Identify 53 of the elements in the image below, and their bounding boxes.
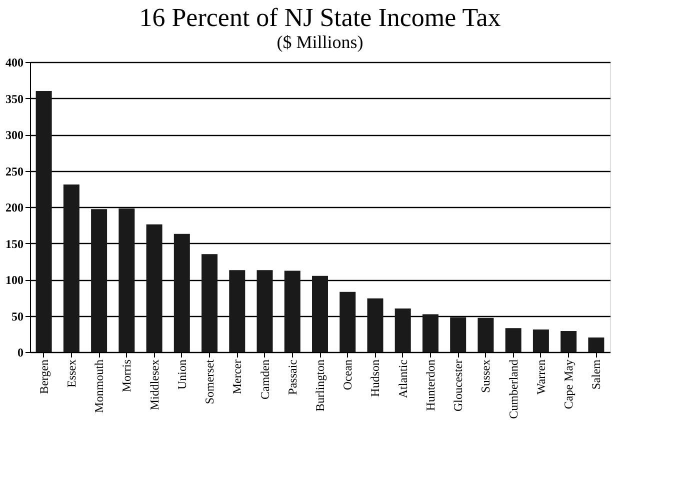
y-tick-label: 350 [6, 92, 24, 106]
y-tick-label: 100 [6, 273, 24, 287]
x-tick-label: Camden [258, 360, 272, 400]
bar [36, 91, 52, 352]
x-tick-label: Monmouth [92, 360, 106, 413]
bar [91, 209, 108, 352]
y-tick-label: 300 [6, 128, 24, 142]
bar [532, 330, 549, 352]
x-tick-label: Hunterdon [423, 360, 438, 411]
bar [505, 328, 522, 352]
bar [394, 308, 411, 352]
bar [560, 330, 577, 352]
x-tick-label: Somerset [202, 358, 217, 404]
x-tick-label: Atlantic [396, 360, 410, 398]
bar [588, 338, 604, 352]
y-tick-label: 50 [12, 309, 24, 324]
bar [340, 292, 356, 352]
bar [229, 270, 246, 352]
bar [118, 208, 135, 352]
y-tick-label: 400 [6, 56, 24, 70]
bar [478, 318, 494, 352]
x-tick-label: Mercer [230, 359, 244, 394]
chart-title: 16 Percent of NJ State Income Tax [139, 3, 501, 32]
x-tick-label: Ocean [340, 360, 355, 390]
bar [284, 270, 300, 352]
x-tick-label: Warren [534, 360, 548, 395]
bar [202, 254, 218, 352]
x-tick-label: Bergen [36, 360, 51, 394]
bar [422, 314, 438, 352]
x-tick-label: Burlington [313, 360, 327, 412]
x-tick-label: Passaic [285, 360, 300, 395]
x-tick-label: Essex [64, 360, 78, 388]
bar [367, 298, 384, 352]
x-tick-label: Union [174, 360, 189, 390]
bar [63, 184, 80, 352]
x-tick-label: Morris [120, 359, 134, 392]
y-tick-label: 150 [6, 236, 24, 251]
x-tick-label: Cumberland [506, 360, 520, 419]
y-tick-label: 200 [6, 200, 24, 214]
bar [256, 270, 273, 352]
x-tick-label: Middlesex [147, 360, 162, 410]
y-tick-label: 0 [18, 346, 24, 360]
x-tick-label: Sussex [478, 360, 493, 393]
x-tick-label: Cape May [562, 360, 576, 410]
x-tick-label: Salem [589, 358, 604, 390]
bar [450, 317, 466, 352]
bar [174, 234, 190, 352]
chart-subtitle: ($ Millions) [276, 32, 364, 52]
x-tick-label: Hudson [368, 360, 382, 397]
bar [312, 276, 328, 352]
y-tick-label: 250 [6, 164, 24, 178]
x-tick-label: Gloucester [451, 360, 466, 412]
bar [146, 224, 162, 352]
